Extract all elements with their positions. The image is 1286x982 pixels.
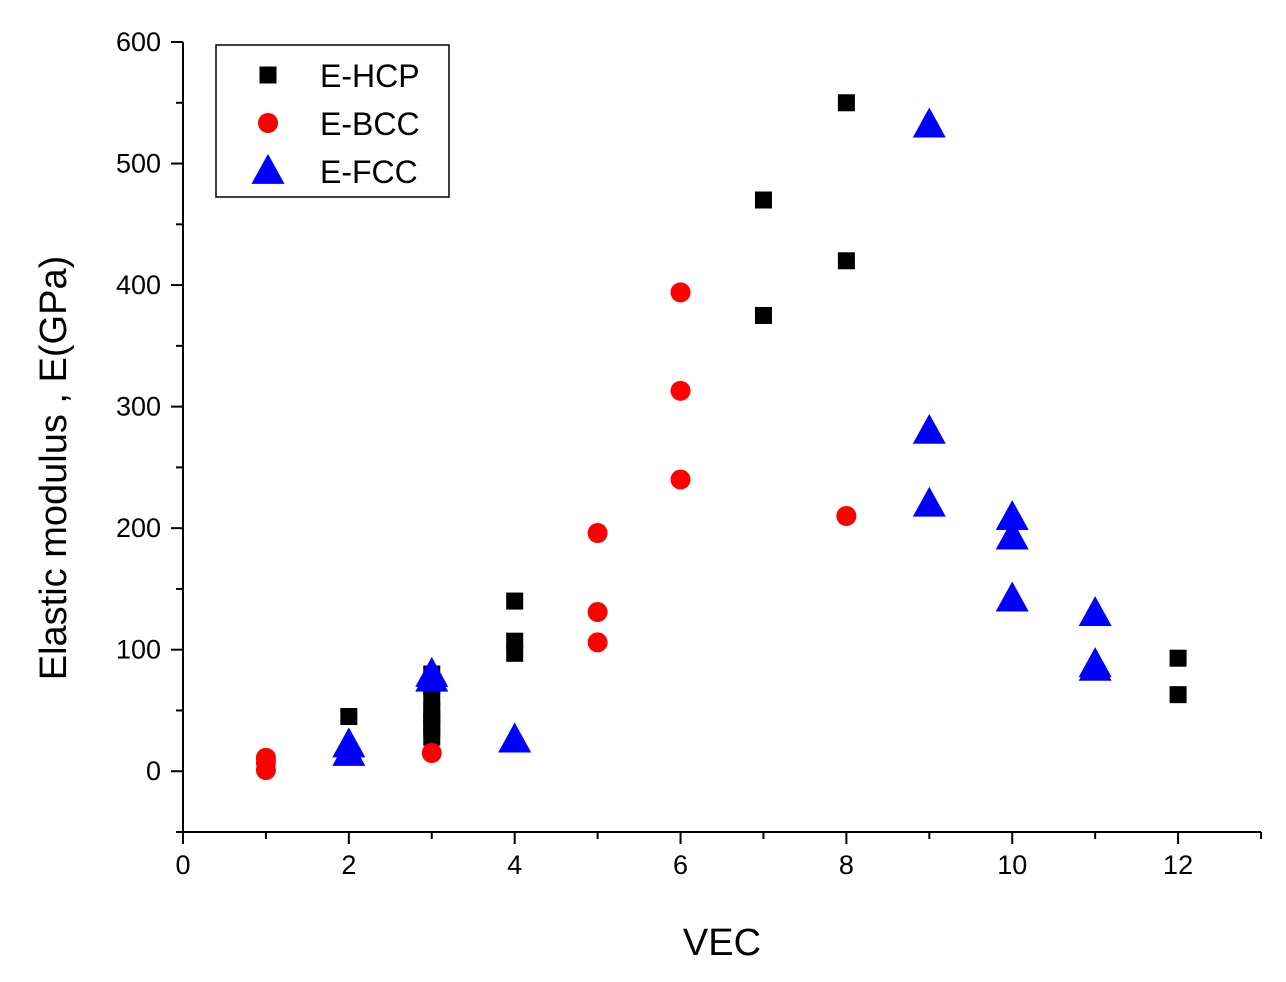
circle-point bbox=[836, 506, 857, 526]
triangle-point bbox=[912, 107, 946, 138]
legend-label-e-bcc: E-BCC bbox=[320, 106, 420, 142]
square-point bbox=[837, 252, 855, 270]
legend-label-e-hcp: E-HCP bbox=[320, 58, 420, 94]
circle-point bbox=[670, 469, 691, 490]
y-tick-label: 400 bbox=[116, 270, 161, 300]
triangle-point bbox=[995, 581, 1029, 612]
triangle-point bbox=[498, 722, 532, 753]
x-axis-title: VEC bbox=[683, 922, 761, 964]
x-tick-label: 12 bbox=[1163, 850, 1193, 880]
circle-point bbox=[587, 602, 608, 623]
y-axis-title: Elastic modulus , E(GPa) bbox=[33, 256, 75, 680]
axes: 0 2 4 6 8 10 12 0 100 200 300 400 500 600 bbox=[116, 27, 1262, 880]
square-point bbox=[754, 191, 772, 209]
circle-point bbox=[587, 632, 608, 653]
series-e-bcc bbox=[255, 282, 857, 781]
triangle-point bbox=[1078, 596, 1112, 627]
data-points bbox=[255, 94, 1187, 781]
circle-point bbox=[670, 380, 691, 401]
square-point bbox=[837, 94, 855, 112]
y-tick-label: 600 bbox=[116, 27, 161, 57]
triangle-point bbox=[332, 735, 366, 766]
legend-marker-e-bcc bbox=[258, 113, 278, 133]
y-tick-label: 200 bbox=[116, 513, 161, 543]
x-tick-label: 2 bbox=[341, 850, 356, 880]
legend-marker-e-hcp bbox=[259, 66, 277, 84]
square-point bbox=[340, 708, 358, 726]
y-tick-label: 500 bbox=[116, 149, 161, 179]
x-tick-label: 8 bbox=[839, 850, 854, 880]
circle-point bbox=[255, 760, 276, 781]
x-tick-label: 0 bbox=[175, 850, 190, 880]
series-e-fcc bbox=[332, 107, 1112, 766]
triangle-point bbox=[995, 519, 1029, 550]
triangle-point bbox=[995, 500, 1029, 531]
square-point bbox=[506, 644, 524, 662]
circle-point bbox=[421, 743, 442, 763]
y-tick-label: 300 bbox=[116, 392, 161, 422]
triangle-point bbox=[912, 486, 946, 517]
square-point bbox=[754, 306, 772, 324]
legend: E-HCP E-BCC E-FCC bbox=[215, 44, 450, 198]
square-point bbox=[1169, 686, 1187, 704]
x-tick-label: 4 bbox=[507, 850, 522, 880]
circle-point bbox=[670, 282, 691, 303]
legend-label-e-fcc: E-FCC bbox=[320, 154, 418, 190]
square-point bbox=[423, 728, 441, 746]
series-e-hcp bbox=[340, 94, 1187, 746]
triangle-point bbox=[415, 661, 449, 692]
legend-box bbox=[215, 44, 450, 198]
x-tick-label: 6 bbox=[673, 850, 688, 880]
y-tick-label: 0 bbox=[146, 756, 161, 786]
legend-marker-e-fcc bbox=[251, 153, 285, 184]
square-point bbox=[506, 592, 524, 610]
triangle-point bbox=[1078, 650, 1112, 681]
triangle-point bbox=[912, 413, 946, 444]
x-tick-label: 10 bbox=[997, 850, 1027, 880]
circle-point bbox=[587, 523, 608, 544]
y-tick-label: 100 bbox=[116, 635, 161, 665]
square-point bbox=[1169, 649, 1187, 667]
